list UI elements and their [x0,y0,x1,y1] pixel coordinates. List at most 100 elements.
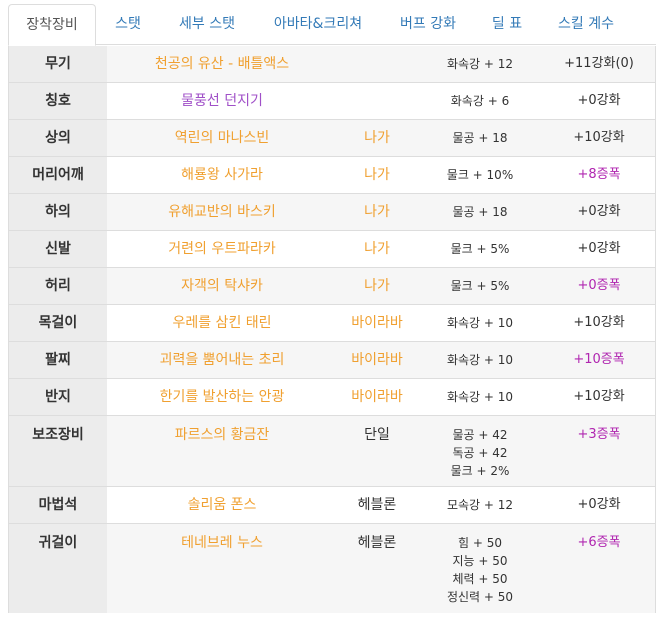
item-stat-list: 힘 + 50 지능 + 50 체력 + 50 정신력 + 50 [417,534,543,606]
equipment-table: 무기 천공의 유산 - 배틀액스 화속강 + 12 +11강화(0) 칭호 물풍선 던지기… [8,46,656,613]
slot-label: 허리 [9,268,107,304]
slot-label: 귀걸이 [9,524,107,613]
item-set-label: 헤블론 [357,535,397,551]
slot-label: 보조장비 [9,416,107,486]
item-stat: 물크 + 2% [450,464,510,478]
slot-label: 마법석 [9,487,107,523]
item-name-link[interactable]: 파르스의 황금잔 [174,427,270,443]
slot-label: 반지 [9,379,107,415]
item-name-link[interactable]: 천공의 유산 - 배틀액스 [154,56,290,72]
item-stat: 물크 + 5% [450,242,510,256]
item-stat: 독공 + 42 [452,446,508,460]
equipment-row: 팔찌 괴력을 뿜어내는 초리 바이라바 화속강 + 10 +10증폭 [9,342,655,379]
item-enhance-level: +3증폭 [577,427,621,442]
item-name-link[interactable]: 괴력을 뿜어내는 초리 [159,352,285,368]
item-enhance-level: +0증폭 [577,278,621,293]
item-stat-list: 화속강 + 10 [417,388,543,406]
item-name-link[interactable]: 테네브레 누스 [181,535,263,551]
item-set-label: 바이라바 [351,315,403,331]
item-enhance-level: +8증폭 [577,167,621,182]
item-stat: 화속강 + 10 [446,390,514,404]
equipment-row: 귀걸이 테네브레 누스 헤블론 힘 + 50 지능 + 50 체력 + 50 정신력 + 5… [9,524,655,613]
equipment-row: 칭호 물풍선 던지기 화속강 + 6 +0강화 [9,83,655,120]
equipment-row: 머리어깨 해룡왕 사가라 나가 물크 + 10% +8증폭 [9,157,655,194]
slot-label: 상의 [9,120,107,156]
item-set-label: 헤블론 [357,497,397,513]
item-stat-list: 화속강 + 10 [417,351,543,369]
item-stat: 물크 + 10% [446,168,514,182]
item-name-link[interactable]: 해룡왕 사가라 [181,167,263,183]
item-set-label: 나가 [364,167,390,183]
item-stat-list: 화속강 + 12 [417,55,543,73]
tab-bar: 장착장비 스탯 세부 스탯 아바타&크리쳐 버프 강화 딜 표 스킬 계수 [8,4,656,46]
item-name-link[interactable]: 우레를 삼킨 태린 [172,315,272,331]
item-set-label: 바이라바 [351,389,403,405]
item-stat: 모속강 + 12 [446,498,514,512]
equipment-row: 보조장비 파르스의 황금잔 단일 물공 + 42 독공 + 42 물크 + 2% +3증폭 [9,416,655,487]
item-stat-list: 물공 + 18 [417,129,543,147]
equipment-row: 무기 천공의 유산 - 배틀액스 화속강 + 12 +11강화(0) [9,46,655,83]
item-stat: 화속강 + 12 [446,57,514,71]
item-set-label: 바이라바 [351,352,403,368]
item-enhance-level: +6증폭 [577,535,621,550]
equipment-row: 신발 거련의 우트파라카 나가 물크 + 5% +0강화 [9,231,655,268]
item-stat: 체력 + 50 [452,572,508,586]
equipment-row: 허리 자객의 탁샤카 나가 물크 + 5% +0증폭 [9,268,655,305]
slot-label: 머리어깨 [9,157,107,193]
item-name-link[interactable]: 한기를 발산하는 안광 [159,389,285,405]
item-stat: 정신력 + 50 [446,590,514,604]
item-stat: 물크 + 5% [450,279,510,293]
item-enhance-level: +0강화 [577,204,621,219]
item-enhance-level: +0강화 [577,497,621,512]
item-stat: 화속강 + 6 [450,94,510,108]
slot-label: 무기 [9,46,107,82]
tab-skill-coefficient[interactable]: 스킬 계수 [558,16,614,32]
item-stat-list: 물크 + 10% [417,166,543,184]
item-stat-list: 화속강 + 6 [417,92,543,110]
item-stat-list: 화속강 + 10 [417,314,543,332]
item-set-label: 나가 [364,130,390,146]
slot-label: 팔찌 [9,342,107,378]
tab-avatar-creature[interactable]: 아바타&크리쳐 [273,16,363,32]
tab-buff-enhance[interactable]: 버프 강화 [400,16,456,32]
item-enhance-level: +10증폭 [573,352,625,367]
item-enhance-level: +0강화 [577,241,621,256]
item-stat-list: 모속강 + 12 [417,496,543,514]
item-name-link[interactable]: 자객의 탁샤카 [181,278,263,294]
item-set-label: 나가 [364,204,390,220]
tab-detail-stats[interactable]: 세부 스탯 [179,16,235,32]
slot-label: 목걸이 [9,305,107,341]
item-enhance-level: +10강화 [573,389,625,404]
equipment-row: 상의 역린의 마나스빈 나가 물공 + 18 +10강화 [9,120,655,157]
slot-label: 하의 [9,194,107,230]
item-stat: 지능 + 50 [452,554,508,568]
item-stat: 물공 + 42 [452,428,508,442]
tab-damage-table[interactable]: 딜 표 [491,16,523,32]
item-enhance-level: +10강화 [573,130,625,145]
item-stat: 물공 + 18 [452,131,508,145]
item-enhance-level: +11강화(0) [564,56,634,71]
item-name-link[interactable]: 역린의 마나스빈 [174,130,270,146]
equipment-row: 목걸이 우레를 삼킨 태린 바이라바 화속강 + 10 +10강화 [9,305,655,342]
item-stat-list: 물공 + 18 [417,203,543,221]
item-stat-list: 물크 + 5% [417,277,543,295]
item-stat: 화속강 + 10 [446,316,514,330]
item-name-link[interactable]: 거련의 우트파라카 [168,241,276,257]
equipment-row: 마법석 솔리움 폰스 헤블론 모속강 + 12 +0강화 [9,487,655,524]
equipment-row: 하의 유해교반의 바스키 나가 물공 + 18 +0강화 [9,194,655,231]
slot-label: 신발 [9,231,107,267]
item-name-link[interactable]: 물풍선 던지기 [181,93,263,109]
item-set-label: 나가 [364,241,390,257]
tab-stats[interactable]: 스탯 [115,16,141,32]
item-set-label: 나가 [364,278,390,294]
item-enhance-level: +0강화 [577,93,621,108]
item-name-link[interactable]: 솔리움 폰스 [187,497,257,513]
item-stat: 물공 + 18 [452,205,508,219]
slot-label: 칭호 [9,83,107,119]
item-set-label: 단일 [364,427,390,443]
item-stat: 힘 + 50 [458,536,502,550]
item-name-link[interactable]: 유해교반의 바스키 [168,204,276,220]
item-stat-list: 물공 + 42 독공 + 42 물크 + 2% [417,426,543,480]
item-stat: 화속강 + 10 [446,353,514,367]
tab-equipment[interactable]: 장착장비 [8,4,96,46]
